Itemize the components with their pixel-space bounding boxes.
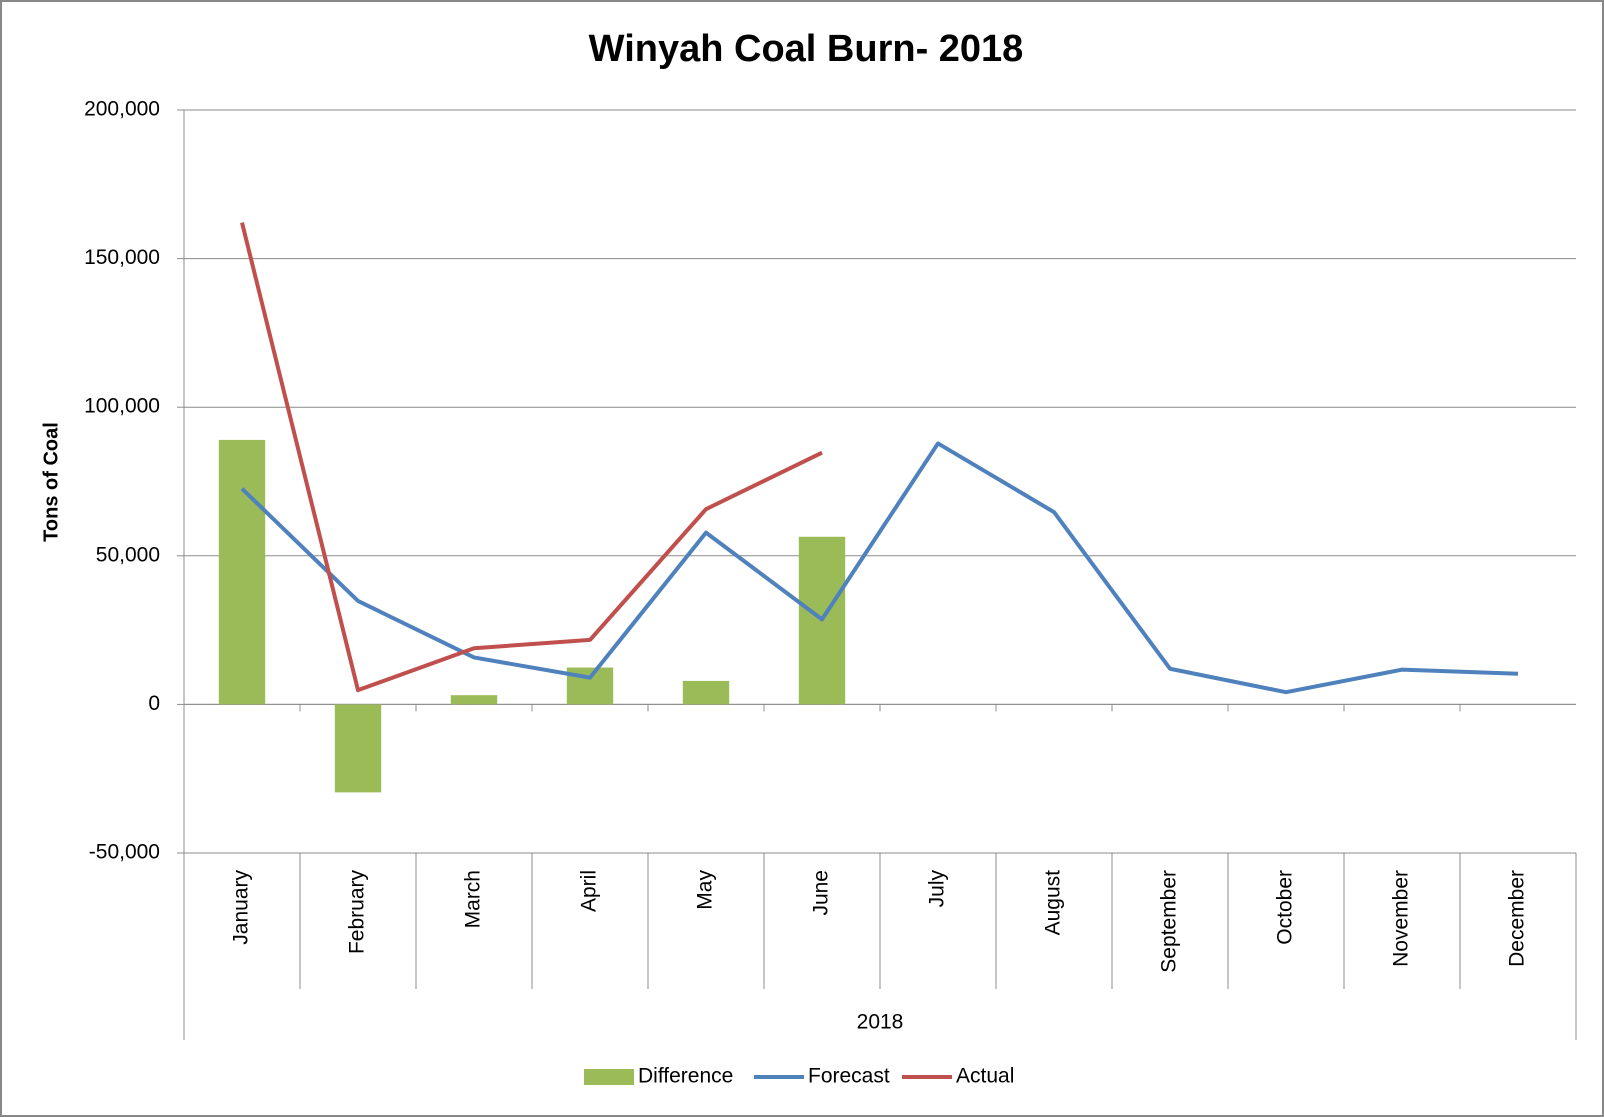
x-tick-label: September xyxy=(1158,870,1181,973)
x-tick-label: December xyxy=(1506,870,1529,967)
y-tick-label: 150,000 xyxy=(84,246,160,269)
x-tick-label: November xyxy=(1390,870,1413,967)
x-group-label: 2018 xyxy=(857,1011,904,1034)
line xyxy=(240,441,1519,695)
y-tick-label: 50,000 xyxy=(96,543,160,566)
chart-title: Winyah Coal Burn- 2018 xyxy=(589,28,1024,70)
x-tick-label: August xyxy=(1042,870,1065,936)
x-tick-label: April xyxy=(578,870,601,912)
legend-label: Difference xyxy=(638,1065,733,1088)
x-tick-label: October xyxy=(1274,870,1297,945)
bar xyxy=(334,704,382,793)
y-tick-label: 0 xyxy=(148,692,160,715)
x-tick-label: February xyxy=(346,870,369,955)
x-tick-label: March xyxy=(462,870,485,928)
legend-label: Forecast xyxy=(808,1065,890,1088)
x-tick-label: January xyxy=(230,870,253,945)
y-tick-label: 200,000 xyxy=(84,98,160,121)
bar xyxy=(218,439,266,705)
line xyxy=(240,222,823,693)
legend-label: Actual xyxy=(956,1065,1014,1088)
y-axis-title: Tons of Coal xyxy=(40,422,62,542)
x-tick-label: May xyxy=(694,870,717,910)
x-tick-label: July xyxy=(926,870,949,908)
y-tick-label: 100,000 xyxy=(84,395,160,418)
x-tick-label: June xyxy=(810,870,833,916)
bar xyxy=(450,695,498,705)
legend-swatch xyxy=(584,1069,634,1085)
bar xyxy=(682,680,730,705)
y-tick-label: -50,000 xyxy=(89,841,160,864)
